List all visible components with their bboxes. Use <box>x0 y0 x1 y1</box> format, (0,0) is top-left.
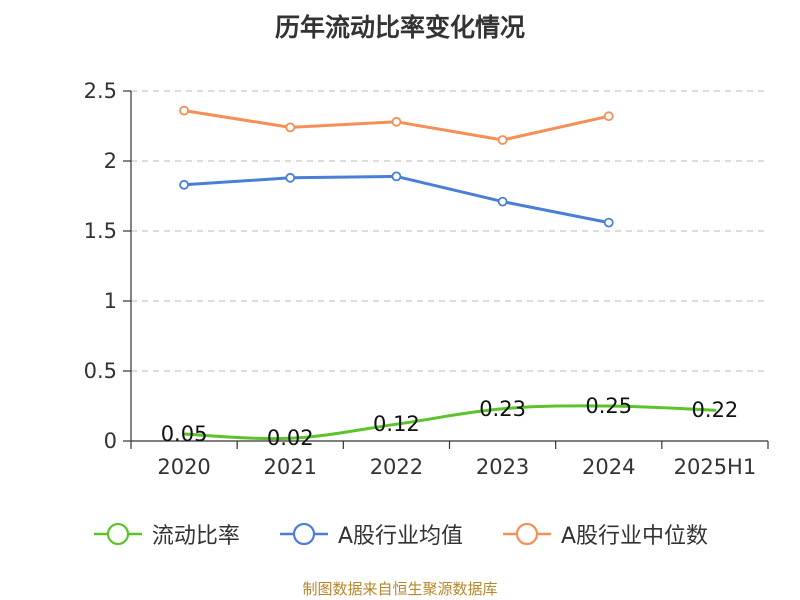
data-label: 0.23 <box>479 397 526 421</box>
series-point-1 <box>285 172 296 183</box>
data-labels: 0.05 0.02 0.12 0.23 0.25 0.22 <box>161 394 739 450</box>
data-label: 0.22 <box>692 398 739 422</box>
data-label: 0.12 <box>373 412 420 436</box>
series-point-1 <box>179 179 189 190</box>
legend: 流动比率 A股行业均值 A股行业中位数 <box>0 518 800 550</box>
axes: 0 0.5 1 1.5 2 2.5 2020 2021 2022 2023 2024 2025H1 <box>84 79 769 479</box>
series-point-2 <box>285 122 296 133</box>
x-tick-label: 2024 <box>582 455 635 479</box>
series-point-2 <box>497 135 508 145</box>
series-line-1 <box>182 174 611 225</box>
data-label: 0.05 <box>161 422 208 446</box>
legend-label: A股行业中位数 <box>561 524 709 549</box>
legend-label: A股行业均值 <box>337 524 463 549</box>
y-tick-label: 1.5 <box>84 219 117 243</box>
y-tick-label: 0 <box>104 429 117 453</box>
series-point-2 <box>391 116 402 127</box>
legend-item[interactable]: A股行业均值 <box>278 518 463 550</box>
legend-swatch <box>93 522 142 546</box>
legend-swatch <box>279 522 328 546</box>
y-tick-label: 2.5 <box>84 79 117 103</box>
grid-lines <box>131 90 768 372</box>
legend-label: 流动比率 <box>151 524 240 549</box>
chart-title: 历年流动比率变化情况 <box>274 13 525 42</box>
legend-item[interactable]: A股行业中位数 <box>501 518 708 550</box>
x-tick-label: 2025H1 <box>674 455 757 479</box>
x-tick-label: 2023 <box>476 455 529 479</box>
y-tick-label: 0.5 <box>84 359 117 383</box>
series-line-0 <box>182 404 717 441</box>
legend-item[interactable]: 流动比率 <box>92 518 240 550</box>
series-point-2 <box>179 105 189 116</box>
x-tick-label: 2020 <box>157 455 210 479</box>
series-point-2 <box>603 111 614 122</box>
series-point-1 <box>603 217 614 228</box>
data-label: 0.02 <box>267 426 314 450</box>
legend-swatch <box>503 522 551 546</box>
data-label: 0.25 <box>585 394 632 418</box>
series-point-1 <box>391 171 402 182</box>
y-tick-label: 1 <box>104 289 117 313</box>
y-tick-label: 2 <box>104 149 117 173</box>
source-note: 制图数据来自恒生聚源数据库 <box>302 580 498 598</box>
x-tick-label: 2021 <box>264 455 317 479</box>
series-lines <box>179 105 717 441</box>
series-point-1 <box>497 196 508 207</box>
x-tick-label: 2022 <box>370 455 423 479</box>
